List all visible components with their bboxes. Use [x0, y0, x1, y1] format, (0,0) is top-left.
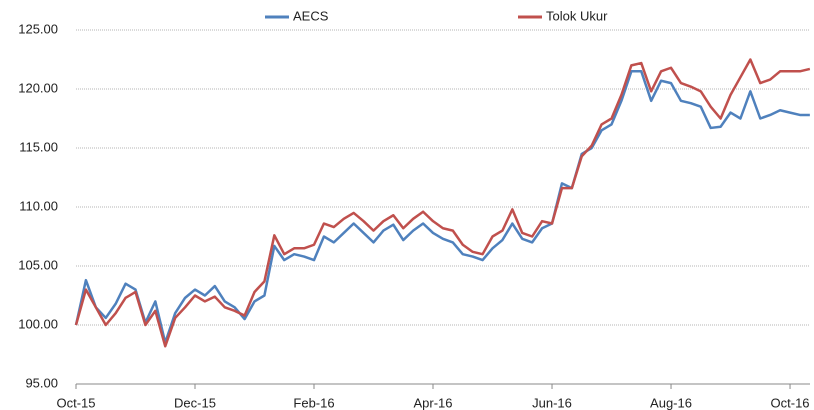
legend-label: AECS	[293, 8, 329, 23]
x-tick-label: Aug-16	[650, 395, 692, 410]
y-tick-label: 100.00	[18, 316, 58, 331]
y-tick-label: 125.00	[18, 21, 58, 36]
legend-label: Tolok Ukur	[546, 8, 608, 23]
y-tick-label: 115.00	[19, 139, 58, 154]
x-tick-label: Apr-16	[413, 395, 452, 410]
x-tick-label: Oct-16	[771, 395, 810, 410]
y-tick-label: 120.00	[18, 80, 58, 95]
y-tick-label: 110.00	[19, 198, 58, 213]
x-tick-label: Jun-16	[532, 395, 572, 410]
series-line	[74, 70, 810, 344]
x-tick-label: Oct-15	[56, 395, 95, 410]
y-tick-label: 95.00	[25, 375, 58, 390]
x-tick-label: Dec-15	[174, 395, 216, 410]
y-tick-label: 105.00	[18, 257, 58, 272]
x-tick-label: Feb-16	[293, 395, 334, 410]
series-line	[74, 58, 811, 348]
